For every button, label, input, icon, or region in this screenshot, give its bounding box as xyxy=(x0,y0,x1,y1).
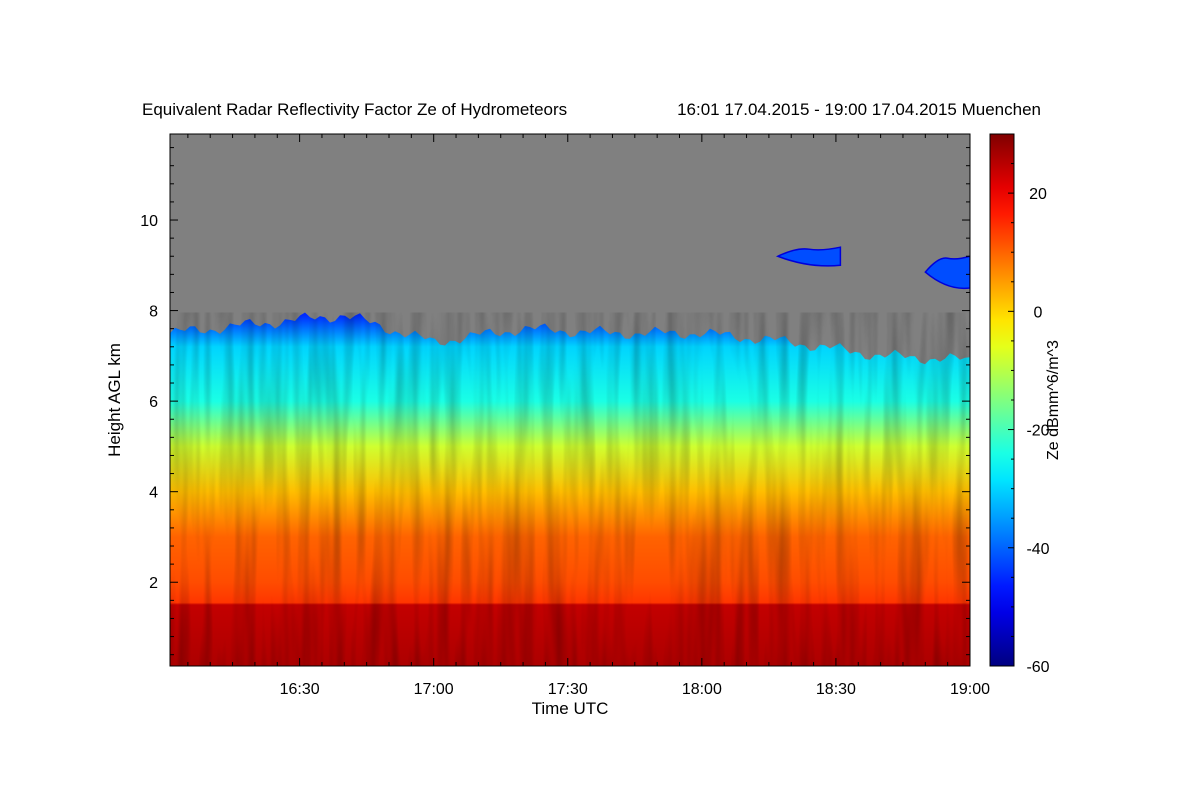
x-tick-label: 17:30 xyxy=(548,681,588,698)
y-tick-label: 4 xyxy=(149,485,158,502)
x-tick-label: 16:30 xyxy=(280,681,320,698)
y-tick-label: 10 xyxy=(140,213,158,230)
colorbar xyxy=(989,133,1015,667)
y-tick-label: 6 xyxy=(149,394,158,411)
colorbar-label: Ze dBmm^6/m^3 xyxy=(1045,340,1062,460)
x-tick-label: 19:00 xyxy=(950,681,990,698)
colorbar-tick-label: -40 xyxy=(1026,541,1049,558)
colorbar-tick-label: 0 xyxy=(1034,304,1043,321)
x-tick-label: 18:00 xyxy=(682,681,722,698)
colorbar-tick-label: -60 xyxy=(1026,659,1049,676)
upper-cloud-patch xyxy=(775,246,842,267)
cloud-texture xyxy=(170,312,970,666)
x-axis-label: Time UTC xyxy=(532,699,609,718)
y-axis-label: Height AGL km xyxy=(105,343,124,457)
plot-frame xyxy=(169,133,971,667)
x-tick-label: 18:30 xyxy=(816,681,856,698)
y-tick-label: 8 xyxy=(149,304,158,321)
colorbar-tick-label: 20 xyxy=(1029,186,1047,203)
upper-cloud-patch xyxy=(924,255,970,290)
chart-title: Equivalent Radar Reflectivity Factor Ze … xyxy=(142,100,567,119)
colorbar-tick-label: -20 xyxy=(1026,423,1049,440)
chart-subtitle: 16:01 17.04.2015 - 19:00 17.04.2015 Muen… xyxy=(677,100,1041,119)
x-tick-label: 17:00 xyxy=(414,681,454,698)
y-tick-label: 2 xyxy=(149,575,158,592)
